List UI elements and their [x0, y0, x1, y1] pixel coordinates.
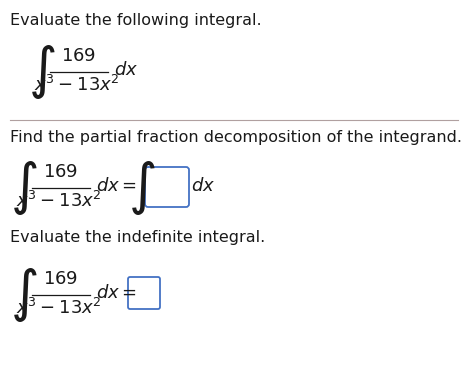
Text: $\mathit{dx} =$: $\mathit{dx} =$ [96, 284, 137, 302]
FancyBboxPatch shape [128, 277, 160, 309]
Text: Evaluate the indefinite integral.: Evaluate the indefinite integral. [10, 230, 265, 245]
Text: $x^3 - 13x^2$: $x^3 - 13x^2$ [34, 75, 120, 95]
Text: $\mathit{dx}$: $\mathit{dx}$ [114, 61, 138, 79]
Text: $\int$: $\int$ [28, 43, 56, 101]
Text: $\mathit{dx}$: $\mathit{dx}$ [191, 177, 215, 195]
Text: Evaluate the following integral.: Evaluate the following integral. [10, 13, 262, 28]
Text: $x^3 - 13x^2$: $x^3 - 13x^2$ [16, 191, 102, 211]
Text: Find the partial fraction decomposition of the integrand.: Find the partial fraction decomposition … [10, 130, 462, 145]
Text: $\int$: $\int$ [128, 159, 155, 217]
Text: $169$: $169$ [44, 270, 79, 288]
FancyBboxPatch shape [145, 167, 189, 207]
Text: $x^3 - 13x^2$: $x^3 - 13x^2$ [16, 298, 102, 318]
Text: $\int$: $\int$ [10, 159, 37, 217]
Text: $169$: $169$ [44, 163, 79, 181]
Text: $\mathit{dx} =$: $\mathit{dx} =$ [96, 177, 137, 195]
Text: $\int$: $\int$ [10, 266, 37, 324]
Text: $169$: $169$ [61, 47, 96, 65]
